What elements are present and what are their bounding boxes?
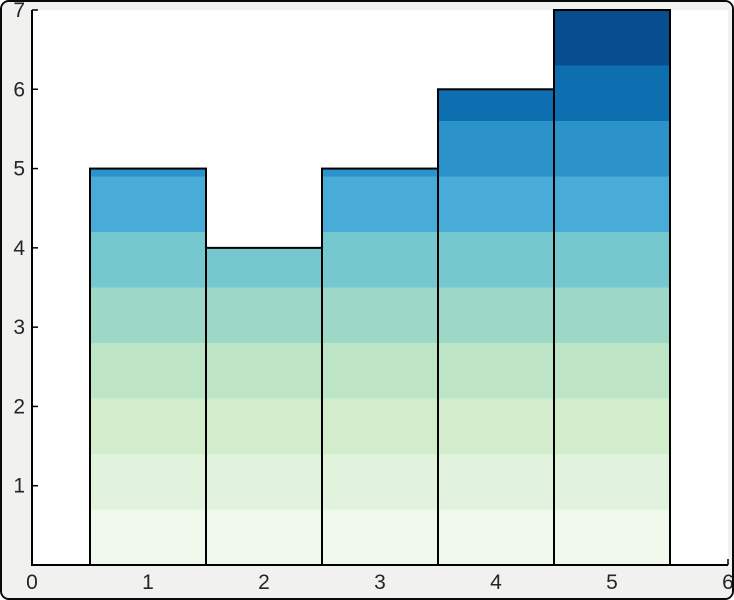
x-tick-label: 6 [722,571,734,594]
bar [553,9,671,566]
x-tick-label: 0 [26,571,38,594]
x-tick-label: 3 [374,571,386,594]
y-tick-label: 2 [13,395,25,418]
y-tick-label: 5 [13,158,25,181]
x-tick-label: 5 [606,571,618,594]
bar [89,167,207,566]
tick-labels: 0 1 2 3 4 5 6 1 2 3 4 5 6 7 [13,2,734,594]
x-tick-label: 2 [258,571,270,594]
bar [205,246,323,566]
bar [321,167,439,566]
bar [437,88,555,567]
y-tick-label: 7 [13,2,25,22]
y-tick-label: 3 [13,316,25,339]
y-tick-label: 6 [13,78,25,101]
y-tick-label: 4 [13,237,25,260]
x-tick-label: 1 [142,571,154,594]
y-tick-label: 1 [13,475,25,498]
x-tick-label: 4 [490,571,502,594]
